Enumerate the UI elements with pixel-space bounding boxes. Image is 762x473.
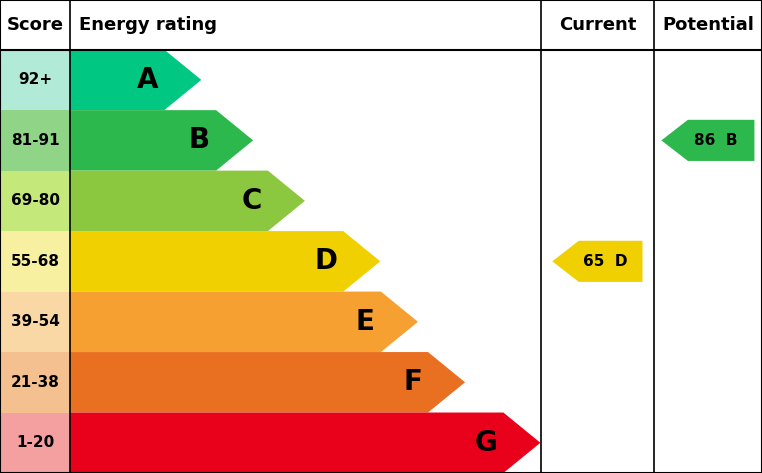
Text: 69-80: 69-80 xyxy=(11,193,59,208)
Polygon shape xyxy=(70,50,201,110)
Polygon shape xyxy=(70,412,540,473)
Bar xyxy=(0,110,70,171)
Text: Energy rating: Energy rating xyxy=(79,16,217,34)
Text: 1-20: 1-20 xyxy=(16,435,54,450)
Text: 92+: 92+ xyxy=(18,72,52,88)
Text: 39-54: 39-54 xyxy=(11,315,59,329)
Polygon shape xyxy=(70,110,253,171)
Text: B: B xyxy=(189,126,210,154)
Text: 65  D: 65 D xyxy=(583,254,627,269)
Bar xyxy=(0,171,70,231)
Text: C: C xyxy=(242,187,262,215)
Text: Current: Current xyxy=(559,16,636,34)
Text: D: D xyxy=(314,247,337,275)
Text: Potential: Potential xyxy=(662,16,754,34)
Text: Score: Score xyxy=(7,16,63,34)
Text: 21-38: 21-38 xyxy=(11,375,59,390)
Polygon shape xyxy=(552,241,642,282)
Bar xyxy=(0,231,70,291)
Bar xyxy=(0,50,70,110)
Text: 86  B: 86 B xyxy=(693,133,738,148)
Bar xyxy=(0,0,762,50)
Bar xyxy=(0,352,70,412)
Text: G: G xyxy=(475,429,498,457)
Text: E: E xyxy=(356,308,375,336)
Bar xyxy=(0,291,70,352)
Polygon shape xyxy=(70,352,465,412)
Text: A: A xyxy=(136,66,158,94)
Text: 81-91: 81-91 xyxy=(11,133,59,148)
Polygon shape xyxy=(70,171,305,231)
Polygon shape xyxy=(70,231,380,291)
Polygon shape xyxy=(70,291,418,352)
Text: 55-68: 55-68 xyxy=(11,254,59,269)
Text: F: F xyxy=(403,368,422,396)
Bar xyxy=(0,412,70,473)
Polygon shape xyxy=(661,120,754,161)
